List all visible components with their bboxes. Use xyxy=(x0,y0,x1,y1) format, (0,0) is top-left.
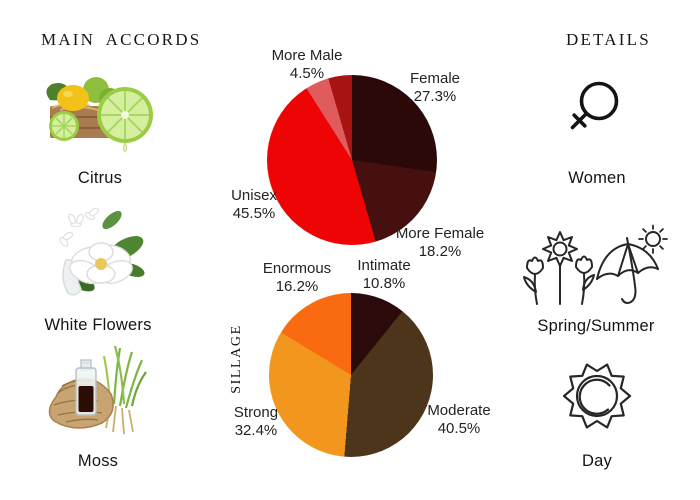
detail-label-women: Women xyxy=(568,169,626,187)
pie-label-moderate: Moderate 40.5% xyxy=(427,402,491,437)
accord-label-white-flowers: White Flowers xyxy=(44,316,152,334)
pie-label-strong: Strong 32.4% xyxy=(233,404,279,439)
main-accords-header: MAIN ACCORDS xyxy=(41,30,202,49)
accord-label-moss: Moss xyxy=(77,452,119,470)
gender-pie-chart xyxy=(267,75,437,245)
sillage-pie-chart xyxy=(269,293,433,457)
sun-icon xyxy=(561,360,633,432)
pie-label-intimate: Intimate 10.8% xyxy=(357,257,411,292)
white-flowers-illustration-icon xyxy=(46,208,150,300)
flowers-umbrella-sun-icon xyxy=(520,224,670,310)
pie-label-enormous: Enormous 16.2% xyxy=(262,260,332,295)
pie-label-more-male: More Male 4.5% xyxy=(271,47,343,82)
sillage-axis-label: SILLAGE xyxy=(229,324,244,394)
moss-illustration-icon xyxy=(36,342,148,441)
pie-label-unisex: Unisex 45.5% xyxy=(231,187,277,222)
detail-label-day: Day xyxy=(582,452,612,470)
female-symbol-icon xyxy=(565,76,625,150)
accord-label-citrus: Citrus xyxy=(77,169,123,187)
citrus-illustration-icon xyxy=(40,70,160,152)
pie-label-more-female: More Female 18.2% xyxy=(395,225,485,260)
pie-label-female: Female 27.3% xyxy=(409,70,461,105)
detail-label-spring-summer: Spring/Summer xyxy=(537,317,655,335)
details-header: DETAILS xyxy=(566,30,651,49)
